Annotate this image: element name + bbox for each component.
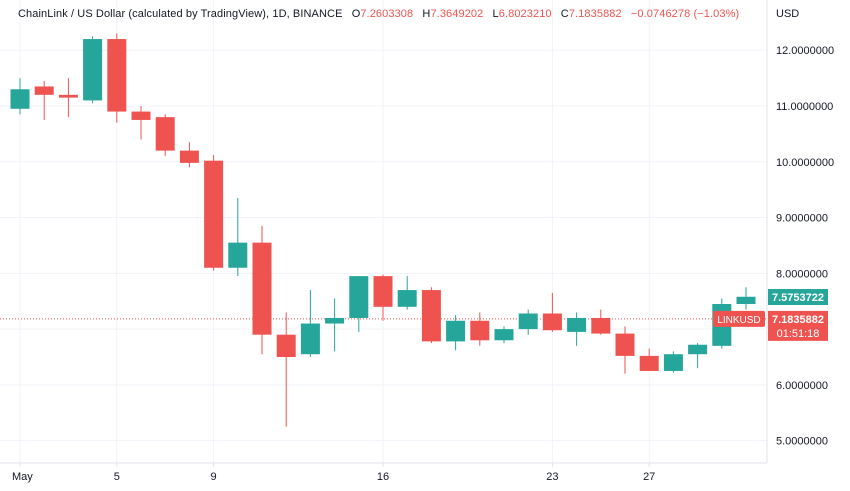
candle-up <box>663 351 683 373</box>
candle-body <box>542 313 562 331</box>
candle-down <box>542 292 562 332</box>
candle-down <box>639 348 659 371</box>
candle-down <box>470 312 490 346</box>
price-tick-label: 6.0000000 <box>776 380 828 392</box>
candle-body <box>397 290 417 307</box>
candle-down <box>421 287 441 344</box>
grid-lines <box>0 0 767 463</box>
time-tick-label: 27 <box>643 471 655 483</box>
candle-body <box>421 290 441 342</box>
price-tick-label: 12.0000000 <box>776 45 834 57</box>
candle-up <box>300 290 320 358</box>
price-tick-label: 8.0000000 <box>776 268 828 280</box>
countdown-timer: 01:51:18 <box>777 328 820 340</box>
candle-body <box>83 39 103 101</box>
candle-down <box>34 80 54 120</box>
candle-up <box>228 198 248 277</box>
candle-body <box>58 94 78 98</box>
symbol-badge <box>713 310 765 327</box>
candle-body <box>325 317 345 324</box>
open-value: 7.2603308 <box>360 8 414 20</box>
price-labels: 7.5753722 LINKUSD 7.1835882 01:51:18 <box>713 289 828 341</box>
candle-down <box>204 155 224 271</box>
candle-body <box>276 334 296 358</box>
candle-body <box>204 160 224 268</box>
candle-body <box>663 354 683 371</box>
candle-down <box>107 33 127 123</box>
low-value: 6.8023210 <box>498 8 552 20</box>
other-price-badge <box>768 289 828 306</box>
candle-body <box>349 276 369 318</box>
high-label: H <box>422 8 431 20</box>
time-tick-label: 16 <box>377 471 389 483</box>
price-tick-label: 5.0000000 <box>776 436 828 448</box>
chart-legend: ChainLink / US Dollar (calculated by Tra… <box>18 8 739 20</box>
candle-body <box>567 317 587 332</box>
candle-down <box>155 114 175 157</box>
candle-up <box>494 326 514 344</box>
time-tick-label: 5 <box>114 471 120 483</box>
candle-body <box>131 111 151 120</box>
candle-body <box>518 313 538 330</box>
candle-up <box>567 312 587 346</box>
candle-body <box>494 329 514 341</box>
symbol-title: ChainLink / US Dollar (calculated by Tra… <box>18 8 343 20</box>
candle-body <box>639 355 659 371</box>
candle-up <box>83 36 103 104</box>
time-tick-label: 9 <box>211 471 217 483</box>
price-tick-label: 10.0000000 <box>776 157 834 169</box>
last-price-value: 7.1835882 <box>772 314 824 326</box>
candle-up <box>10 78 30 115</box>
candle-up <box>736 287 756 310</box>
candle-body <box>10 89 30 109</box>
candle-body <box>688 344 708 355</box>
time-tick-label: 23 <box>546 471 558 483</box>
last-price-badge <box>768 310 828 341</box>
candle-up <box>518 309 538 335</box>
candles <box>10 33 756 427</box>
high-value: 7.3649202 <box>430 8 484 20</box>
symbol-label: LINKUSD <box>717 315 760 326</box>
candle-body <box>252 242 272 335</box>
time-axis[interactable]: May 5 9 16 23 27 <box>12 463 655 483</box>
candle-down <box>58 78 78 118</box>
candle-body <box>155 117 175 151</box>
open-label: O <box>351 8 361 20</box>
candle-down <box>591 309 611 335</box>
candle-down <box>131 105 151 140</box>
candle-body <box>107 39 127 112</box>
time-tick-label: May <box>12 471 33 483</box>
close-label: C <box>560 8 569 20</box>
candle-down <box>276 312 296 427</box>
candle-body <box>34 86 54 95</box>
low-label: L <box>492 8 499 20</box>
candle-body <box>591 317 611 334</box>
candle-down <box>179 142 199 168</box>
other-price-value: 7.5753722 <box>772 292 824 304</box>
price-axis[interactable]: 5.00000006.00000007.00000008.00000009.00… <box>776 45 834 447</box>
candle-up <box>325 298 345 352</box>
candle-up <box>688 343 708 369</box>
currency-label: USD <box>776 8 800 20</box>
candle-up <box>349 276 369 332</box>
price-tick-label: 11.0000000 <box>776 101 833 113</box>
candle-body <box>179 150 199 163</box>
candle-body <box>373 276 393 307</box>
candle-body <box>446 320 466 342</box>
candle-up <box>397 276 417 310</box>
change-value: −0.0746278 (−1.03%) <box>630 8 740 20</box>
candle-body <box>736 296 756 305</box>
candle-down <box>252 225 272 355</box>
candle-down <box>373 274 393 321</box>
candle-down <box>615 326 635 374</box>
candle-body <box>300 323 320 355</box>
candle-up <box>446 315 466 351</box>
close-value: 7.1835882 <box>568 8 622 20</box>
candle-body <box>470 320 490 341</box>
candle-body <box>615 333 635 356</box>
candle-body <box>228 242 248 268</box>
price-tick-label: 9.0000000 <box>776 213 828 225</box>
